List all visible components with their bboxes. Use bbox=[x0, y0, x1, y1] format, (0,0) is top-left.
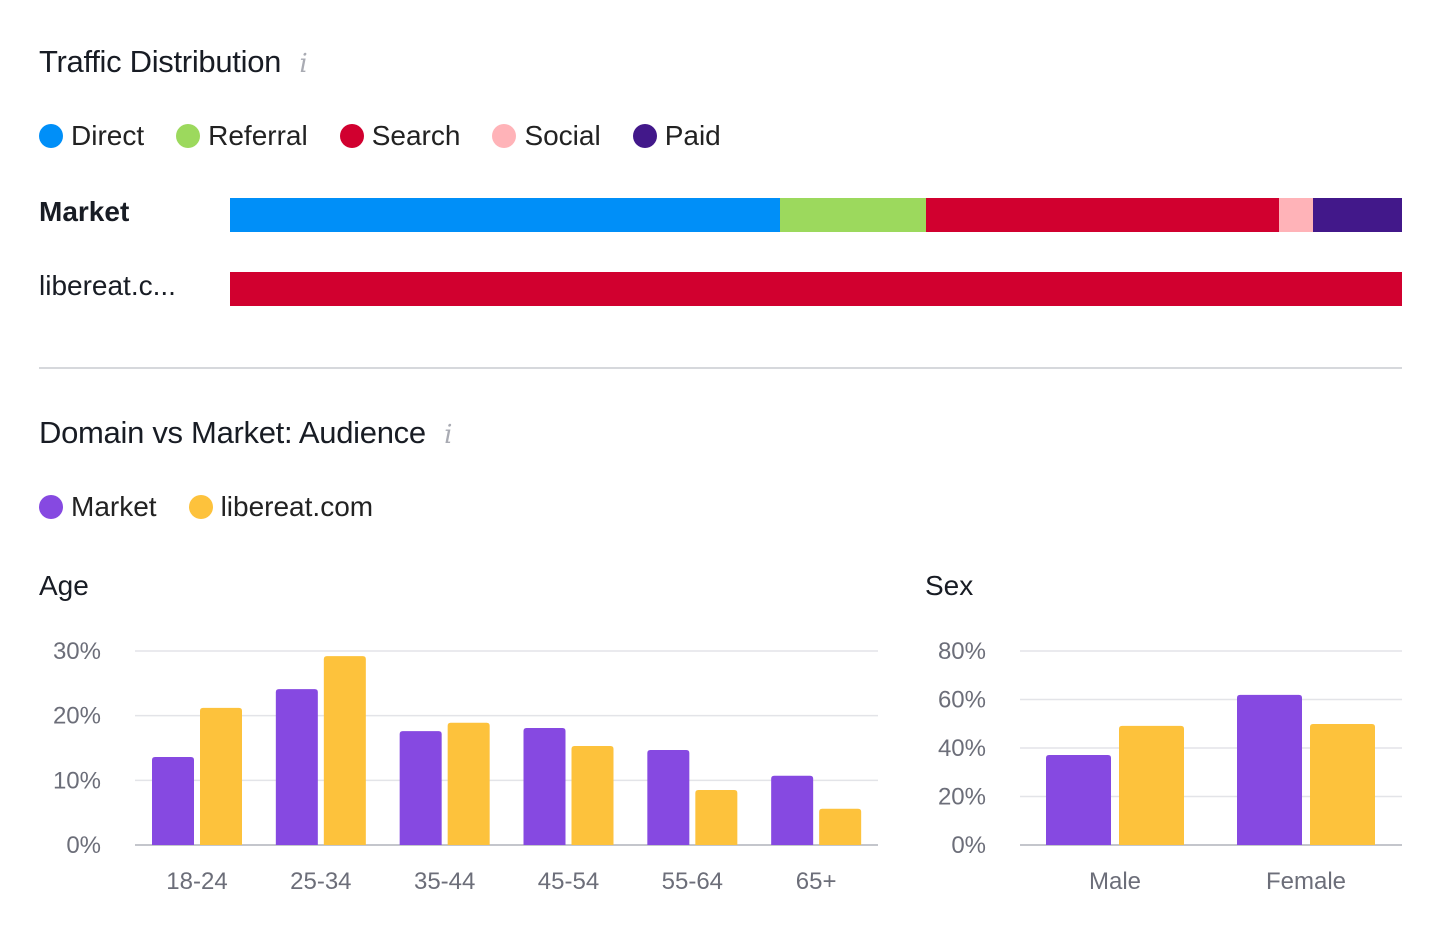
x-tick-label: 18-24 bbox=[166, 868, 227, 895]
bar-market-45-54[interactable] bbox=[523, 727, 566, 845]
x-tick-label: Male bbox=[1089, 868, 1141, 895]
x-tick-label: Female bbox=[1266, 868, 1346, 895]
age-chart-title: Age bbox=[39, 570, 89, 601]
bar-market-55-64[interactable] bbox=[647, 749, 690, 845]
divider bbox=[39, 367, 1402, 369]
legend-dot-icon bbox=[39, 495, 63, 519]
segment-direct[interactable] bbox=[230, 198, 780, 232]
audience-legend: Market libereat.com bbox=[39, 491, 405, 523]
bar-market-25-34[interactable] bbox=[275, 689, 318, 845]
y-tick-label: 30% bbox=[53, 638, 101, 665]
traffic-title: Traffic Distribution i bbox=[39, 44, 308, 79]
segment-search[interactable] bbox=[926, 198, 1279, 232]
segment-social[interactable] bbox=[1278, 198, 1313, 232]
y-tick-label: 20% bbox=[53, 703, 101, 730]
bar-market-18-24[interactable] bbox=[152, 757, 194, 845]
bar-libereat-com-18-24[interactable] bbox=[200, 707, 242, 845]
y-tick-label: 10% bbox=[53, 767, 101, 794]
domain-traffic-bar[interactable] bbox=[230, 272, 1402, 306]
bar-market-35-44[interactable] bbox=[399, 731, 442, 845]
bar-libereat-com-female[interactable] bbox=[1310, 723, 1375, 845]
sex-chart-title: Sex bbox=[925, 570, 974, 601]
x-tick-label: 55-64 bbox=[662, 868, 723, 895]
legend-item-paid[interactable]: Paid bbox=[632, 120, 721, 152]
x-tick-label: 35-44 bbox=[414, 868, 475, 895]
y-tick-label: 80% bbox=[938, 638, 986, 665]
legend-item-social[interactable]: Social bbox=[492, 120, 601, 152]
y-tick-label: 0% bbox=[951, 832, 986, 859]
legend-dot-icon bbox=[39, 124, 63, 148]
bar-libereat-com-55-64[interactable] bbox=[695, 790, 738, 845]
legend-label: Search bbox=[371, 120, 461, 151]
legend-label: Referral bbox=[208, 120, 308, 151]
legend-label: Paid bbox=[664, 120, 721, 151]
bar-market-male[interactable] bbox=[1046, 755, 1111, 845]
y-tick-label: 0% bbox=[66, 832, 101, 859]
row-label-domain: libereat.c... bbox=[39, 270, 176, 301]
bar-libereat-com-male[interactable] bbox=[1119, 725, 1184, 845]
x-tick-label: 45-54 bbox=[538, 868, 599, 895]
x-tick-label: 65+ bbox=[796, 868, 837, 895]
y-tick-label: 60% bbox=[938, 687, 986, 714]
y-tick-label: 40% bbox=[938, 735, 986, 762]
legend-dot-icon bbox=[188, 495, 213, 519]
bar-market-female[interactable] bbox=[1237, 694, 1302, 845]
legend-item-referral[interactable]: Referral bbox=[176, 120, 308, 152]
bar-libereat-com-65+[interactable] bbox=[819, 808, 862, 845]
legend-dot-icon bbox=[492, 124, 517, 148]
legend-label: Market bbox=[71, 491, 157, 522]
segment-paid[interactable] bbox=[1312, 198, 1402, 232]
legend-label: libereat.com bbox=[220, 491, 374, 522]
x-tick-label: 25-34 bbox=[290, 868, 351, 895]
bar-libereat-com-25-34[interactable] bbox=[323, 656, 366, 845]
legend-dot-icon bbox=[632, 124, 657, 148]
legend-label: Direct bbox=[71, 120, 145, 151]
bar-libereat-com-45-54[interactable] bbox=[571, 746, 614, 845]
legend-item-libereat-com[interactable]: libereat.com bbox=[188, 491, 374, 523]
legend-item-market[interactable]: Market bbox=[39, 491, 157, 523]
audience-title: Domain vs Market: Audience i bbox=[39, 415, 453, 450]
info-icon[interactable]: i bbox=[444, 420, 453, 450]
legend-label: Social bbox=[524, 120, 601, 151]
market-traffic-bar[interactable] bbox=[230, 198, 1402, 232]
legend-dot-icon bbox=[339, 124, 364, 148]
legend-dot-icon bbox=[176, 124, 201, 148]
y-tick-label: 20% bbox=[938, 784, 986, 811]
bar-market-65+[interactable] bbox=[771, 775, 814, 845]
info-icon[interactable]: i bbox=[299, 49, 308, 79]
traffic-legend: Direct Referral Search Social Paid bbox=[39, 120, 753, 152]
row-label-market: Market bbox=[39, 196, 130, 227]
legend-item-search[interactable]: Search bbox=[339, 120, 461, 152]
legend-item-direct[interactable]: Direct bbox=[39, 120, 144, 152]
bar-libereat-com-35-44[interactable] bbox=[447, 722, 490, 845]
segment-referral[interactable] bbox=[779, 198, 927, 232]
segment-search[interactable] bbox=[230, 272, 1402, 306]
